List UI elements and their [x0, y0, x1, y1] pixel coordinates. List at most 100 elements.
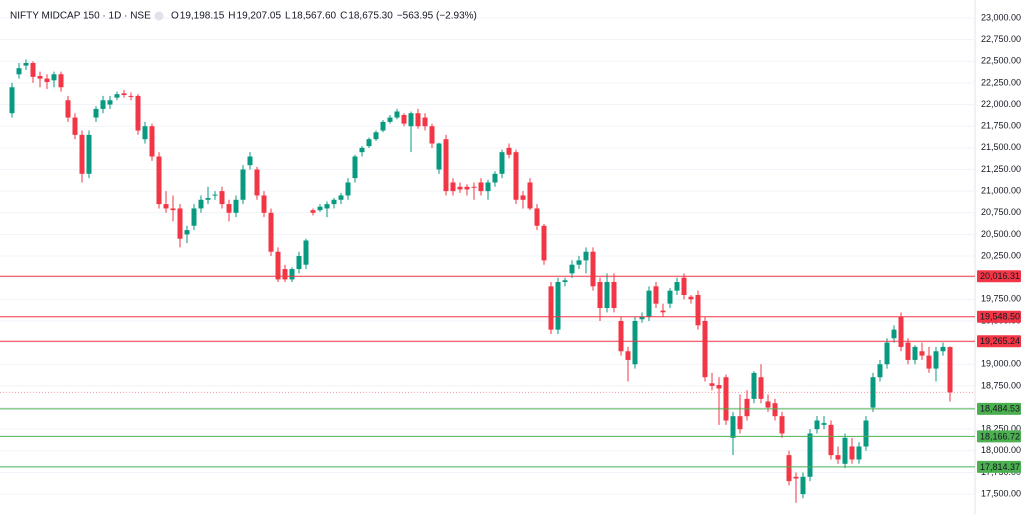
candle-body: [415, 113, 421, 127]
candle-body: [44, 78, 50, 83]
candle-body: [65, 100, 71, 118]
candle-body: [429, 126, 435, 144]
candle-body: [541, 225, 547, 261]
candle-body: [191, 208, 197, 226]
candle-body: [51, 74, 57, 81]
candle-body: [212, 194, 218, 196]
legend-key: O: [171, 11, 179, 22]
candle-body: [639, 316, 645, 320]
candle-body: [9, 87, 15, 114]
candle-body: [184, 230, 190, 235]
header: NIFTY MIDCAP 150 · 1D · NSE O 19,198.15 H 1…: [10, 11, 477, 22]
y-tick-label: 19,750.00: [981, 294, 1021, 304]
candle-body: [828, 424, 834, 456]
candle-body: [86, 134, 92, 174]
candle-body: [387, 117, 393, 122]
candle-body: [149, 126, 155, 157]
candle-body: [947, 347, 953, 393]
candle-body: [107, 100, 113, 105]
candle-body: [177, 208, 183, 239]
candle-body: [464, 186, 470, 190]
candle-body: [72, 117, 78, 135]
y-tick-label: 21,000.00: [981, 186, 1021, 196]
candle-body: [317, 206, 323, 211]
candle-body: [205, 198, 211, 200]
candle-body: [905, 342, 911, 360]
candle-body: [709, 383, 715, 386]
y-tick-label: 22,500.00: [981, 56, 1021, 66]
candle-body: [100, 100, 106, 109]
candle-body: [863, 420, 869, 447]
candle-body: [919, 351, 925, 356]
candle-body: [408, 113, 414, 127]
candle-body: [688, 296, 694, 300]
candle-body: [807, 433, 813, 477]
candle-body: [653, 286, 659, 304]
candle-body: [856, 446, 862, 460]
candle-body: [58, 74, 64, 88]
y-tick-label: 22,000.00: [981, 99, 1021, 109]
candle-body: [772, 403, 778, 417]
candle-body: [485, 182, 491, 192]
candle-body: [359, 147, 365, 153]
candle-body: [324, 204, 330, 209]
candle-body: [282, 269, 288, 280]
candle-body: [632, 320, 638, 365]
candle-body: [590, 251, 596, 287]
y-tick-label: 23,000.00: [981, 12, 1021, 22]
candle-body: [737, 416, 743, 430]
candle-body: [716, 385, 722, 389]
candle-body: [373, 132, 379, 140]
level-label: 18,484.53: [980, 404, 1020, 414]
candle-body: [366, 139, 372, 147]
legend-value: 19,207.05: [237, 11, 282, 22]
candle-body: [156, 156, 162, 205]
candle-body: [471, 186, 477, 188]
candle-body: [569, 264, 575, 274]
candle-body: [814, 420, 820, 430]
y-tick-label: 18,750.00: [981, 380, 1021, 390]
candle-body: [436, 143, 442, 170]
candle-body: [821, 423, 827, 425]
candle-body: [338, 195, 344, 200]
candle-body: [142, 126, 148, 140]
candle-body: [604, 282, 610, 308]
y-tick-label: 20,250.00: [981, 250, 1021, 260]
candle-body: [758, 377, 764, 399]
candle-body: [457, 186, 463, 190]
candle-body: [506, 147, 512, 155]
change: −563.95 (−2.93%): [397, 11, 477, 22]
candle-body: [345, 182, 351, 196]
candle-body: [520, 195, 526, 200]
level-label-box: [977, 460, 1021, 473]
candle-body: [646, 290, 652, 317]
legend-value: 18,567.60: [292, 11, 337, 22]
level-label: 19,265.24: [980, 336, 1020, 346]
level-label-box: [977, 270, 1021, 283]
legend-value: 18,675.30: [348, 11, 393, 22]
candle-body: [849, 446, 855, 460]
candle-body: [898, 316, 904, 347]
y-tick-label: 22,750.00: [981, 34, 1021, 44]
candle-body: [401, 114, 407, 124]
status-icon: [154, 11, 164, 21]
candle-body: [135, 95, 141, 131]
candle-body: [576, 260, 582, 265]
candle-body: [583, 251, 589, 261]
candle-body: [933, 351, 939, 369]
y-tick-label: 21,250.00: [981, 164, 1021, 174]
candle-body: [660, 310, 666, 313]
candle-body: [443, 139, 449, 192]
candle-body: [303, 240, 309, 265]
candle-body: [877, 364, 883, 378]
candle-body: [275, 251, 281, 280]
candle-body: [492, 173, 498, 183]
candle-body: [247, 156, 253, 166]
level-label: 17,814.37: [980, 462, 1020, 472]
candle-body: [912, 346, 918, 360]
y-tick-label: 21,750.00: [981, 121, 1021, 131]
candle-body: [940, 346, 946, 352]
candle-body: [198, 199, 204, 209]
